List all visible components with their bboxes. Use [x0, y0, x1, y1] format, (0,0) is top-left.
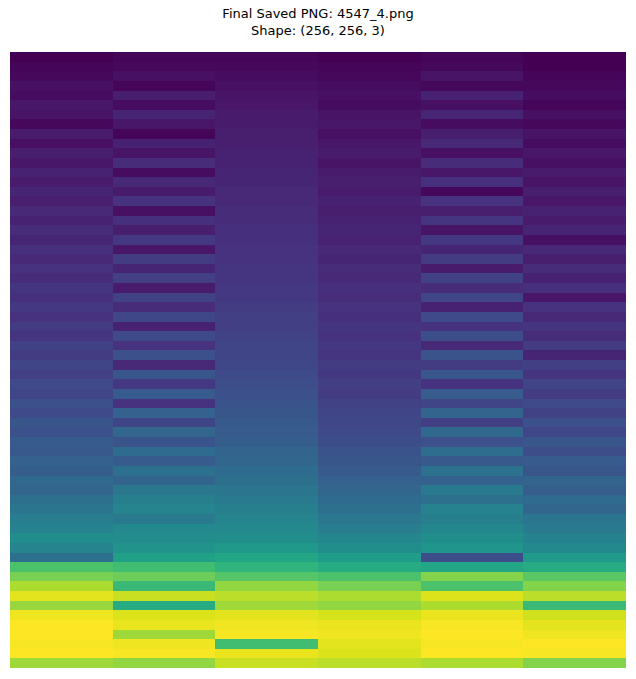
svg-text:Final Saved PNG: 4547_4.pngSha: Final Saved PNG: 4547_4.pngShape: (256, …	[222, 6, 413, 38]
